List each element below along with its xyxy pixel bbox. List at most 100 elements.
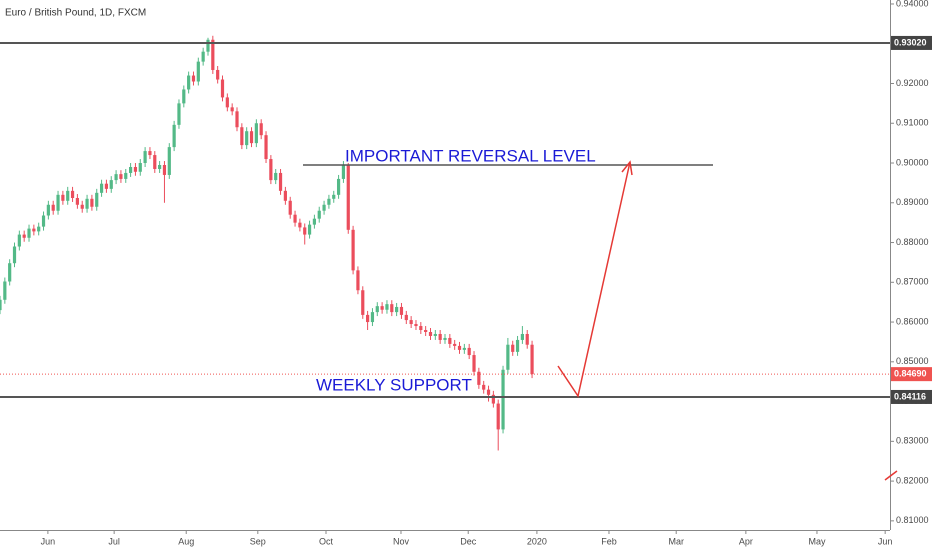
x-tick-label: Dec (460, 536, 477, 546)
candle-body (346, 165, 350, 230)
candle-body (428, 331, 433, 336)
candle-body (95, 192, 99, 207)
candle-body (148, 151, 152, 156)
candle-body (395, 306, 399, 313)
candle-body (366, 314, 370, 323)
candle-body (303, 227, 307, 235)
candle-body (414, 324, 418, 327)
candle-body (225, 97, 229, 108)
level-label: 0.84116 (894, 391, 926, 401)
annotation: IMPORTANT REVERSAL LEVEL (345, 146, 596, 165)
candle-body (472, 355, 476, 372)
candle-body (433, 333, 437, 336)
candle-body (293, 214, 297, 223)
candle-body (158, 165, 162, 169)
candle-body (12, 246, 17, 264)
candle-body (419, 326, 423, 331)
candle-body (385, 304, 389, 310)
candle-body (496, 403, 500, 430)
x-tick-label: Jun (878, 536, 893, 546)
candle-body (66, 190, 70, 201)
candle-body (17, 234, 21, 247)
candle-body (356, 270, 360, 291)
candle-body (390, 304, 394, 313)
candle-body (114, 174, 118, 181)
last-price-label: 0.84690 (894, 369, 927, 379)
x-tick-label: May (808, 536, 826, 546)
candle-body (462, 347, 466, 350)
candle-body (235, 111, 239, 128)
candle-body (453, 343, 457, 346)
candle-body (457, 345, 462, 350)
candle-body (269, 159, 273, 181)
candle-body (128, 166, 133, 173)
candle-body (99, 183, 104, 193)
x-tick-label: Nov (393, 536, 410, 546)
candle-body (259, 123, 263, 136)
y-tick-label: 0.88000 (896, 237, 929, 247)
candle-body (46, 204, 50, 216)
candle-body (191, 75, 196, 82)
candle-body (104, 183, 109, 189)
x-tick-label: Jun (41, 536, 56, 546)
candle-body (409, 320, 413, 325)
candle-body (443, 337, 447, 340)
x-tick-label: Oct (319, 536, 334, 546)
candle-body (399, 306, 404, 315)
x-tick-label: Jul (108, 536, 120, 546)
candle-body (288, 200, 292, 215)
candle-body (351, 229, 355, 271)
candle-body (501, 369, 505, 430)
candle-body (375, 306, 379, 313)
candle-body (361, 290, 365, 315)
candle-body (467, 347, 471, 356)
candle-body (32, 228, 36, 232)
level-label-box (891, 35, 932, 50)
candle-body (278, 172, 283, 191)
candle-body (37, 226, 41, 232)
y-tick-label: 0.86000 (896, 316, 929, 326)
candle-body (133, 166, 138, 172)
candle-body (206, 39, 210, 52)
level-label: 0.93020 (894, 37, 927, 47)
last-price-box (891, 367, 932, 382)
candle-body (254, 123, 258, 144)
candle-body (322, 204, 326, 211)
candle-body (75, 198, 79, 205)
candle-body (245, 131, 249, 146)
candle-body (56, 194, 60, 211)
candle-body (370, 312, 375, 323)
candle-body (515, 339, 520, 352)
candle-body (264, 135, 268, 160)
y-tick-label: 0.94000 (896, 0, 929, 8)
y-tick-label: 0.82000 (896, 475, 929, 485)
candle-body (109, 180, 113, 189)
candle-body (404, 314, 408, 321)
candle-body (482, 384, 486, 390)
candle-body (143, 151, 147, 164)
candle-body (167, 147, 171, 175)
candle-body (61, 194, 65, 201)
x-tick-label: Aug (178, 536, 194, 546)
candle-body (22, 234, 26, 238)
candle-body (124, 172, 128, 179)
candle-body (424, 330, 428, 332)
candle-body (312, 218, 317, 225)
candle-body (138, 163, 142, 172)
candle-body (525, 333, 529, 345)
candle-body (506, 344, 510, 370)
candle-body (196, 61, 200, 82)
y-tick-label: 0.83000 (896, 436, 929, 446)
candle-body (177, 103, 181, 125)
candle-body (41, 215, 46, 227)
candle-body (249, 131, 254, 144)
candle-body (380, 306, 384, 310)
candle-body (477, 371, 481, 385)
candle-body (438, 333, 442, 340)
candle-body (327, 198, 331, 205)
candle-body (187, 75, 191, 90)
x-tick-label: Mar (668, 536, 684, 546)
candle-body (211, 39, 215, 70)
candle-body (307, 224, 312, 235)
